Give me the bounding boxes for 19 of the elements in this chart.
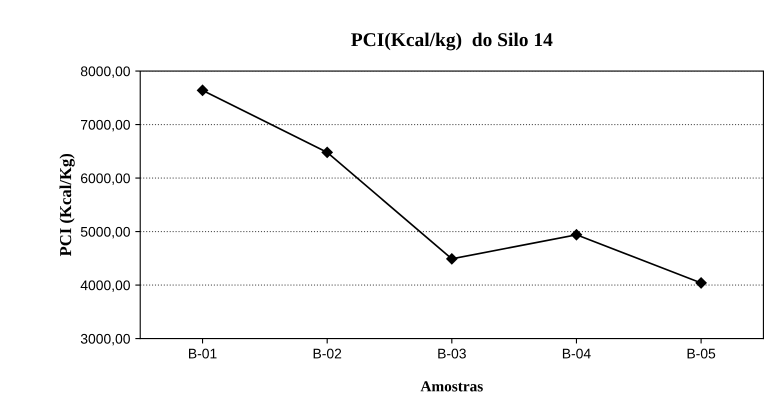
y-tick-label: 4000,00 xyxy=(80,280,130,292)
chart-title: PCI(Kcal/kg) do Silo 14 xyxy=(351,32,552,50)
point xyxy=(322,146,333,158)
x-tick-label: B-01 xyxy=(189,348,217,359)
point xyxy=(570,229,582,240)
y-tick-label: 3000,00 xyxy=(80,334,130,346)
x-tick-label: B-04 xyxy=(562,348,591,359)
point xyxy=(446,253,458,264)
x-tick-label: B-03 xyxy=(438,348,466,359)
point xyxy=(695,277,707,289)
x-tick-label: B-05 xyxy=(688,348,716,359)
y-axis-title: PCI (Kcal/Kg) xyxy=(60,154,75,256)
x-tick-label: B-02 xyxy=(314,348,342,359)
y-tick-label: 8000,00 xyxy=(80,66,130,78)
x-axis-title: Amostras xyxy=(420,381,483,392)
point xyxy=(196,84,208,96)
y-tick-label: 5000,00 xyxy=(80,226,130,238)
y-tick-label: 7000,00 xyxy=(81,120,130,132)
y-tick-label: 6000,00 xyxy=(81,173,130,185)
